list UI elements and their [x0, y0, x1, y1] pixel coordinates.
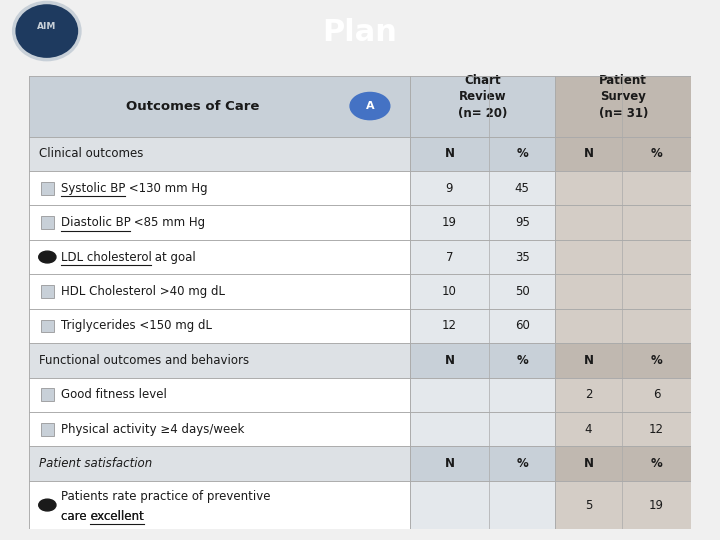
Bar [555, 240, 691, 274]
Text: excellent: excellent [90, 510, 143, 523]
Text: 4: 4 [585, 423, 593, 436]
Bar [29, 137, 410, 171]
Text: 35: 35 [515, 251, 530, 264]
Text: A: A [366, 101, 374, 111]
Text: AIM: AIM [37, 22, 56, 31]
Bar [410, 447, 555, 481]
Bar [41, 216, 54, 229]
Text: %: % [651, 354, 662, 367]
Text: 2: 2 [585, 388, 593, 401]
Text: 50: 50 [515, 285, 530, 298]
Text: 12: 12 [442, 320, 457, 333]
Text: %: % [516, 457, 528, 470]
Text: %: % [651, 457, 662, 470]
Text: Functional outcomes and behaviors: Functional outcomes and behaviors [39, 354, 249, 367]
Text: 45: 45 [515, 181, 530, 194]
Bar [41, 320, 54, 332]
Text: Plan: Plan [323, 18, 397, 47]
Bar [29, 274, 410, 309]
Text: care: care [60, 510, 90, 523]
Text: N: N [583, 354, 593, 367]
Text: 10: 10 [442, 285, 457, 298]
Bar [555, 274, 691, 309]
Bar [555, 481, 691, 529]
Text: N: N [583, 147, 593, 160]
Bar [555, 377, 691, 412]
Text: 6: 6 [652, 388, 660, 401]
Text: N: N [583, 457, 593, 470]
Bar [410, 481, 555, 529]
Text: Systolic BP: Systolic BP [60, 181, 125, 194]
Text: Diastolic BP: Diastolic BP [60, 216, 130, 229]
Circle shape [15, 4, 78, 58]
Text: N: N [444, 354, 454, 367]
Bar [29, 412, 410, 447]
Text: Patients rate practice of preventive: Patients rate practice of preventive [60, 490, 270, 503]
Bar [29, 240, 410, 274]
Bar [555, 76, 691, 137]
Bar [410, 377, 555, 412]
Circle shape [39, 251, 56, 263]
Text: Chart
Review
(n= 20): Chart Review (n= 20) [458, 74, 507, 120]
Bar [410, 343, 555, 377]
Bar [29, 343, 410, 377]
Text: Physical activity ≥4 days/week: Physical activity ≥4 days/week [60, 423, 244, 436]
Bar [29, 447, 410, 481]
Bar [410, 240, 555, 274]
Bar [29, 481, 410, 529]
Bar [555, 412, 691, 447]
Bar [41, 182, 54, 194]
Text: %: % [651, 147, 662, 160]
Text: %: % [516, 147, 528, 160]
Text: LDL cholesterol: LDL cholesterol [60, 251, 151, 264]
Text: 60: 60 [515, 320, 530, 333]
Text: 95: 95 [515, 216, 530, 229]
Bar [410, 76, 555, 137]
Text: <85 mm Hg: <85 mm Hg [130, 216, 205, 229]
Text: N: N [444, 147, 454, 160]
Text: Outcomes of Care: Outcomes of Care [126, 99, 259, 112]
Text: Good fitness level: Good fitness level [60, 388, 166, 401]
Text: 5: 5 [585, 498, 593, 511]
Bar [410, 171, 555, 205]
Bar [410, 309, 555, 343]
Text: Patient
Survey
(n= 31): Patient Survey (n= 31) [598, 74, 648, 120]
Bar [555, 309, 691, 343]
Text: 19: 19 [649, 498, 664, 511]
Text: 19: 19 [442, 216, 457, 229]
Bar [29, 171, 410, 205]
Text: 12: 12 [649, 423, 664, 436]
Text: HDL Cholesterol >40 mg dL: HDL Cholesterol >40 mg dL [60, 285, 225, 298]
Bar [29, 76, 410, 137]
Bar [29, 377, 410, 412]
Circle shape [350, 92, 390, 120]
Bar [555, 343, 691, 377]
Text: Patient satisfaction: Patient satisfaction [39, 457, 152, 470]
Text: Triglycerides <150 mg dL: Triglycerides <150 mg dL [60, 320, 212, 333]
Bar [410, 137, 555, 171]
Text: care: care [60, 510, 90, 523]
Bar [41, 388, 54, 401]
Text: N: N [444, 457, 454, 470]
Bar [555, 205, 691, 240]
Bar [555, 447, 691, 481]
Bar [555, 171, 691, 205]
Text: care excellent: care excellent [60, 510, 143, 523]
Text: <130 mm Hg: <130 mm Hg [125, 181, 207, 194]
Text: %: % [516, 354, 528, 367]
Circle shape [39, 499, 56, 511]
Bar [29, 205, 410, 240]
Bar [41, 285, 54, 298]
Bar [410, 205, 555, 240]
Bar [410, 274, 555, 309]
Text: at goal: at goal [151, 251, 197, 264]
Text: Clinical outcomes: Clinical outcomes [39, 147, 143, 160]
Text: 9: 9 [446, 181, 453, 194]
Text: 7: 7 [446, 251, 453, 264]
Bar [410, 412, 555, 447]
Bar [29, 309, 410, 343]
Bar [41, 423, 54, 436]
Bar [555, 137, 691, 171]
